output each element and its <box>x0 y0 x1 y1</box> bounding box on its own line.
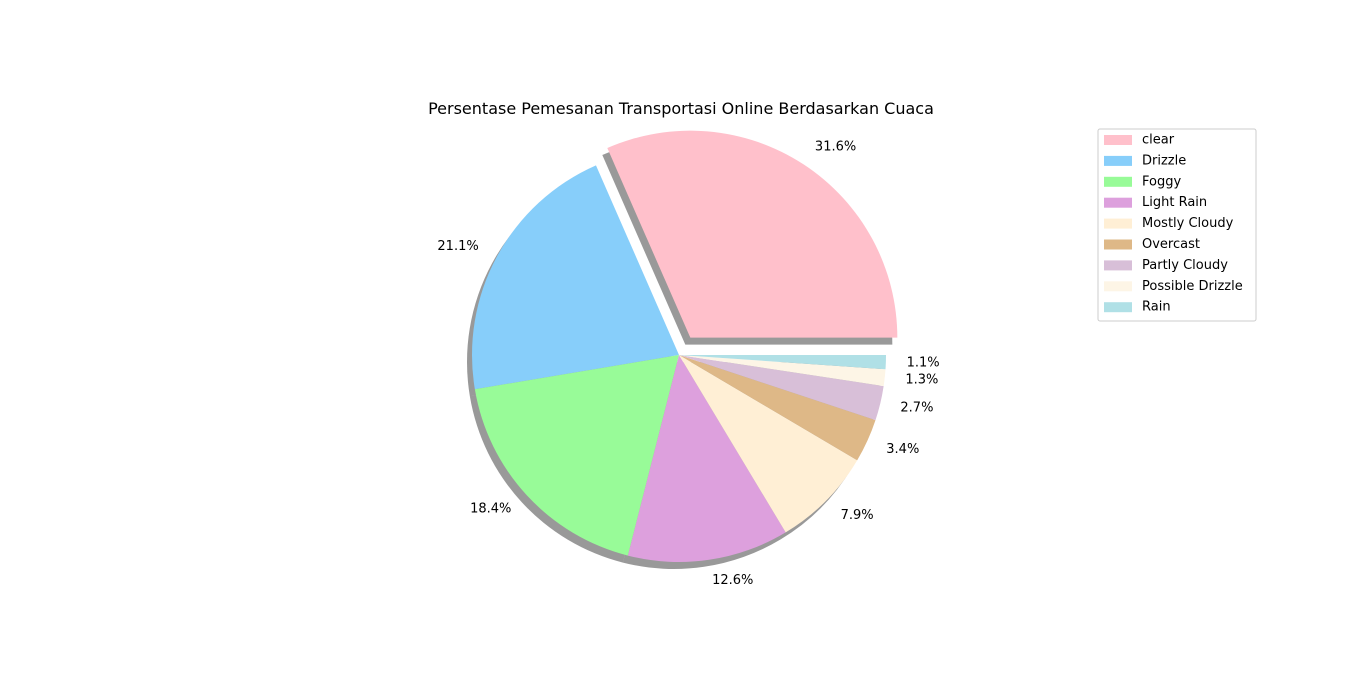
legend-label-drizzle: Drizzle <box>1142 153 1186 168</box>
legend-label-foggy: Foggy <box>1142 174 1181 189</box>
legend-items: clear Drizzle Foggy Light Rain Mostly Cloudy… <box>1104 133 1243 315</box>
legend-label-light-rain: Light Rain <box>1142 195 1207 210</box>
legend-swatch-clear <box>1104 135 1132 145</box>
legend-label-partly-cloudy: Partly Cloudy <box>1142 258 1228 273</box>
legend-swatch-mostly-cloudy <box>1104 218 1132 229</box>
percent-label-foggy: 18.4% <box>470 502 511 517</box>
pie-slice-mostly-cloudy <box>679 355 858 533</box>
pie-slice-light-rain <box>627 355 786 562</box>
legend-swatch-rain <box>1104 302 1132 313</box>
legend-swatch-foggy <box>1104 176 1132 187</box>
pie-slice-possible-drizzle <box>679 355 886 387</box>
legend-label-rain: Rain <box>1142 300 1171 315</box>
pie-slice-partly-cloudy <box>679 355 884 421</box>
legend-label-possible-drizzle: Possible Drizzle <box>1142 279 1243 294</box>
percent-label-light-rain: 12.6% <box>712 573 753 588</box>
pie-slice-overcast <box>679 355 876 461</box>
percent-label-rain: 1.1% <box>907 355 940 370</box>
legend-label-mostly-cloudy: Mostly Cloudy <box>1142 216 1234 231</box>
percent-label-mostly-cloudy: 7.9% <box>841 508 874 523</box>
legend: clear Drizzle Foggy Light Rain Mostly Cloudy… <box>1097 128 1257 322</box>
pie-slice-rain <box>679 355 886 370</box>
legend-swatch-light-rain <box>1104 197 1132 208</box>
percent-label-drizzle: 21.1% <box>437 239 478 254</box>
legend-label-clear: clear <box>1142 133 1175 148</box>
percent-label-clear: 31.6% <box>815 140 856 155</box>
legend-label-overcast: Overcast <box>1142 237 1200 252</box>
legend-swatch-partly-cloudy <box>1104 260 1132 271</box>
pie-slices <box>472 130 898 562</box>
legend-frame <box>1097 128 1257 322</box>
pie-slice-foggy <box>474 355 679 556</box>
legend-swatch-possible-drizzle <box>1104 281 1132 292</box>
chart-title: Persentase Pemesanan Transportasi Online… <box>428 99 934 118</box>
legend-swatch-drizzle <box>1104 155 1132 166</box>
pie-slice-clear <box>607 130 898 338</box>
legend-swatch-overcast <box>1104 239 1132 250</box>
percent-label-possible-drizzle: 1.3% <box>905 372 938 387</box>
percent-label-partly-cloudy: 2.7% <box>900 401 933 416</box>
pie-percent-labels: 31.6% 21.1% 18.4% 12.6% 7.9% 3.4% 2.7% 1.3% 1.1% <box>437 140 939 588</box>
percent-label-overcast: 3.4% <box>886 442 919 457</box>
pie-slice-drizzle <box>472 165 679 390</box>
